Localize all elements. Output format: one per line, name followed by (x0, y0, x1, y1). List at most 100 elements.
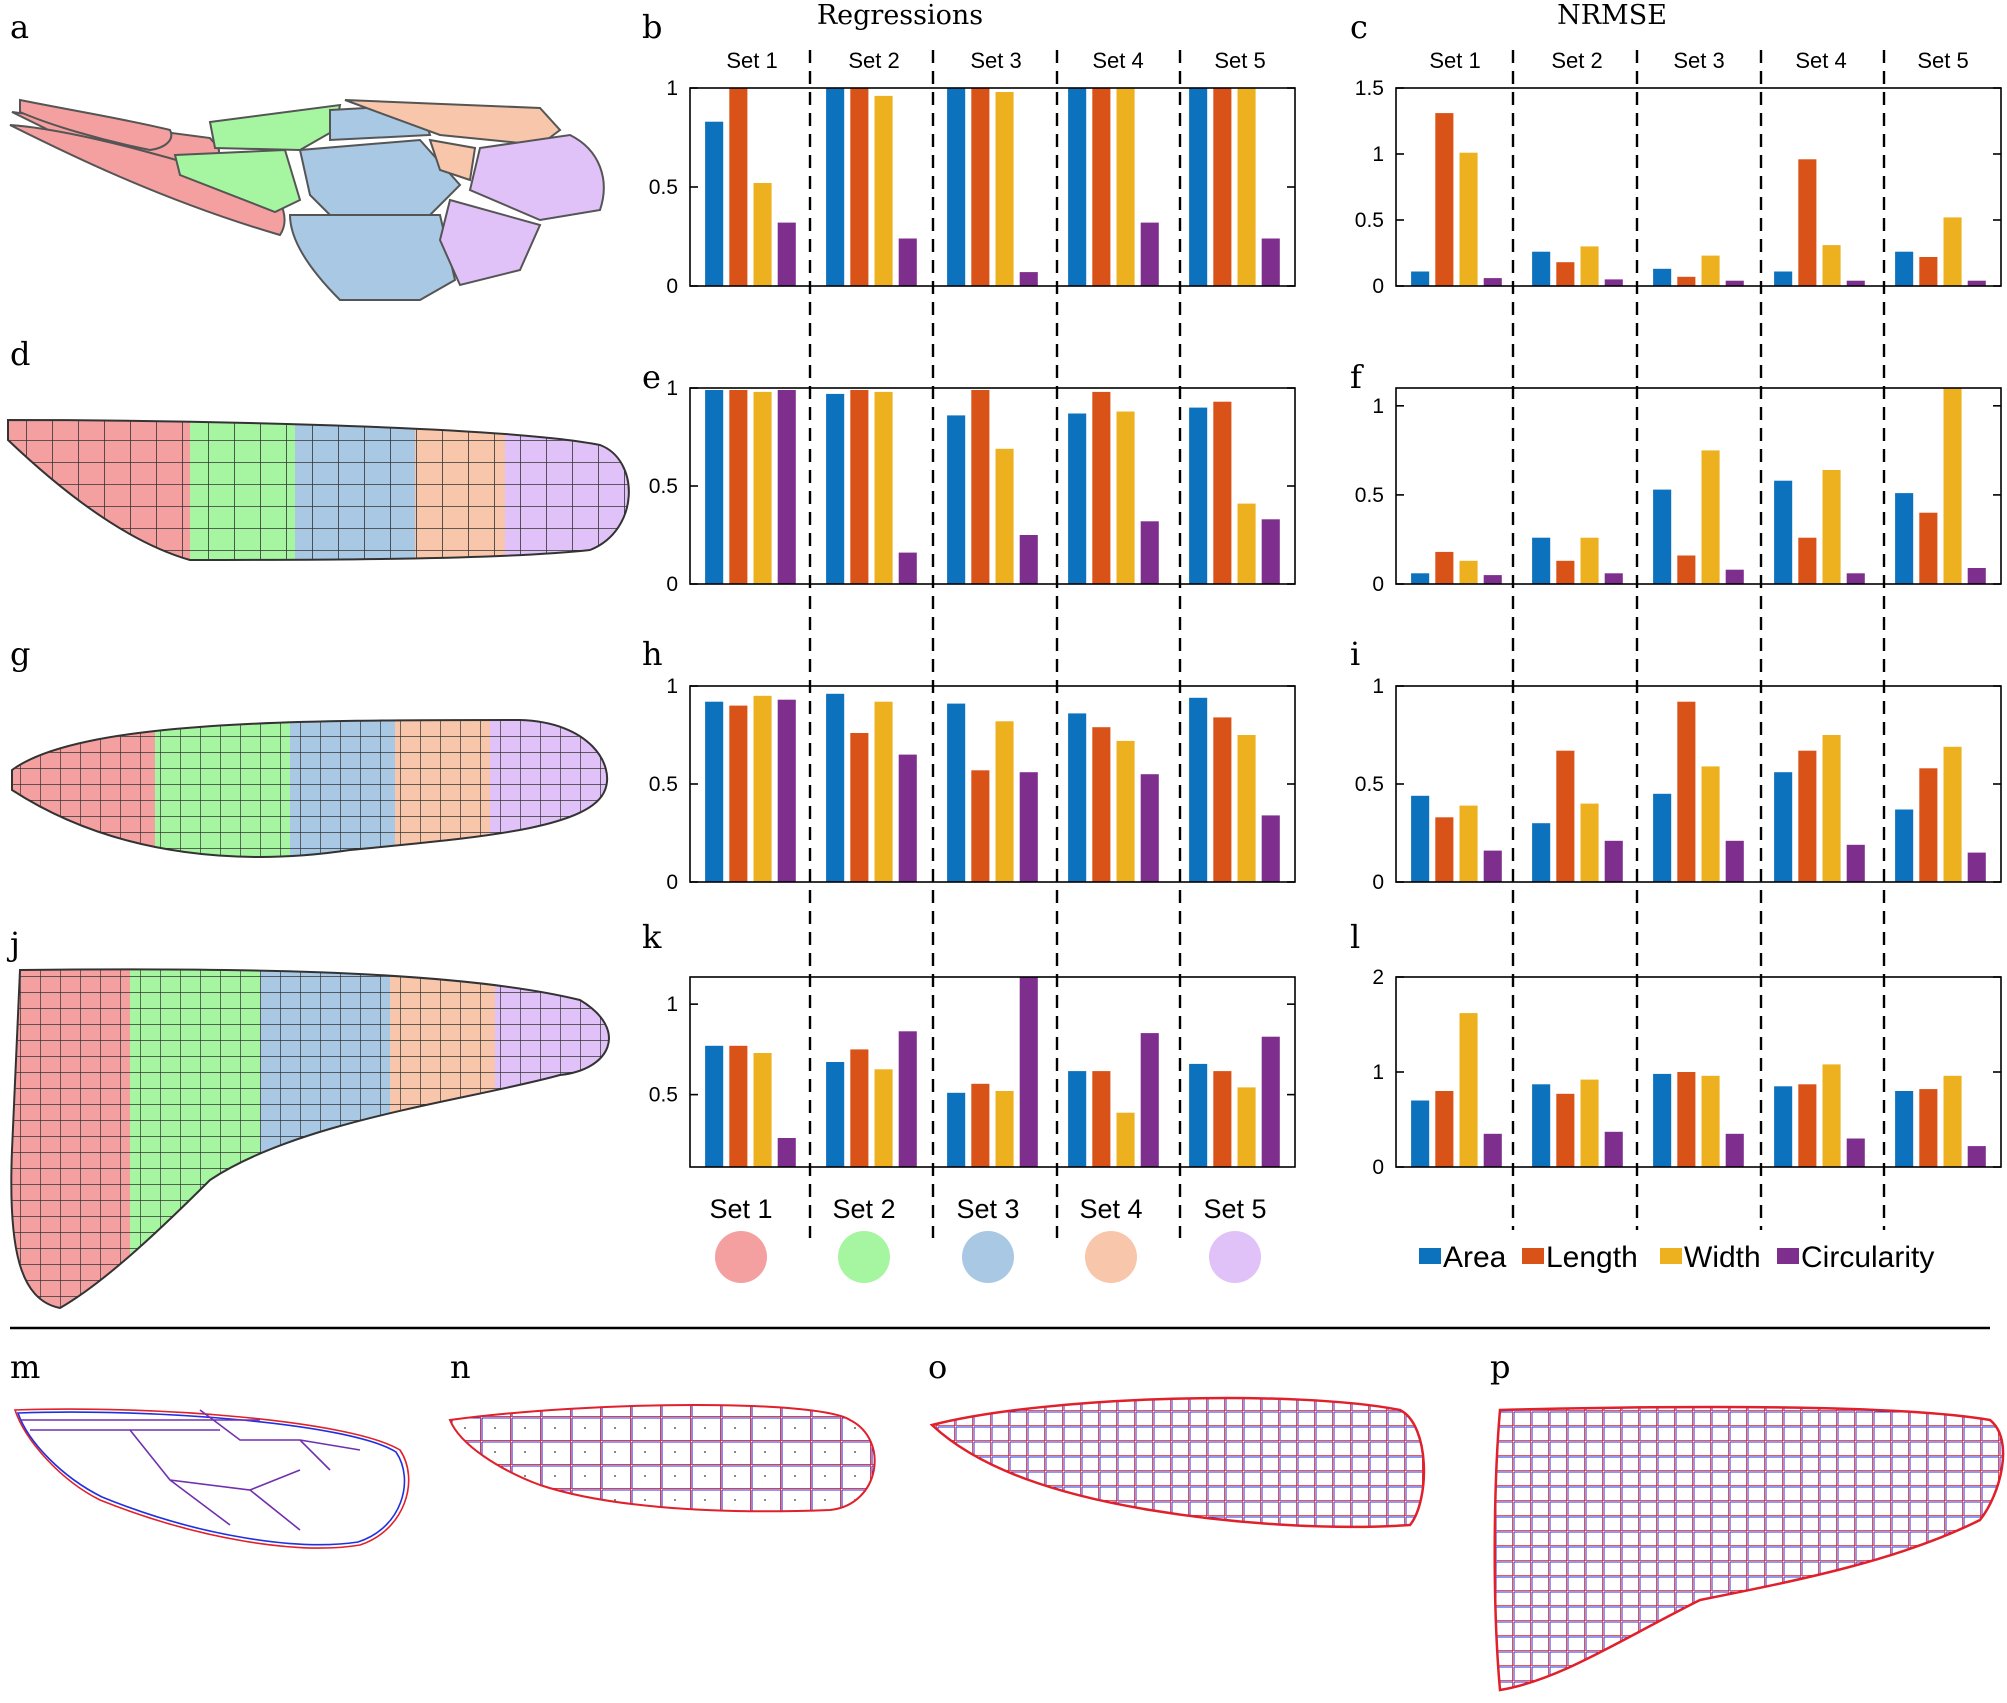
wing-illustration-a (9, 98, 605, 301)
bar-width (753, 1053, 772, 1167)
bar-width (1459, 152, 1478, 286)
bar-area (705, 121, 724, 286)
y-tick-label: 1 (1372, 1061, 1384, 1084)
legend-label-area: Area (1443, 1241, 1507, 1274)
bar-area (705, 701, 724, 882)
set-label-bottom: Set 5 (1203, 1194, 1266, 1224)
wing-outline-g (11, 718, 609, 858)
bar-circularity (1261, 1036, 1280, 1167)
bar-area (1189, 88, 1208, 286)
bar-width (1116, 88, 1135, 286)
panel-letter-g: g (10, 635, 30, 673)
bar-circularity (1261, 238, 1280, 286)
bar-length (729, 88, 748, 286)
bar-width (995, 92, 1014, 286)
bar-width (1822, 470, 1841, 584)
panel-letter-m: m (10, 1348, 40, 1386)
panel-letter-b: b (642, 8, 662, 46)
bar-width (1116, 740, 1135, 882)
mesh-outline-n (448, 1404, 876, 1513)
bar-circularity (777, 1138, 796, 1167)
bar-length (850, 1049, 869, 1167)
bar-width (874, 391, 893, 584)
bar-length (971, 390, 990, 584)
bar-length (1556, 1093, 1575, 1167)
panel-letter-l: l (1350, 918, 1360, 956)
y-tick-label: 1 (1372, 395, 1384, 418)
bar-length (971, 1083, 990, 1167)
plot-frame (1395, 87, 2002, 287)
bar-length (1677, 1072, 1696, 1167)
bar-length (1435, 113, 1454, 286)
bar-area (1068, 413, 1087, 584)
bar-length (1213, 717, 1232, 882)
bar-circularity (1483, 278, 1502, 286)
bar-area (1895, 493, 1914, 584)
bar-circularity (1140, 222, 1159, 286)
wing-illustration-g (12, 720, 608, 857)
panel-letter-c: c (1350, 8, 1368, 46)
set-label-bottom: Set 4 (1079, 1194, 1142, 1224)
y-tick-label: 0.5 (649, 176, 678, 199)
bar-area (705, 390, 724, 584)
bar-width (1116, 411, 1135, 584)
bar-length (850, 733, 869, 882)
set-label-top: Set 3 (970, 48, 1021, 73)
bar-length (1435, 1091, 1454, 1167)
bar-circularity (1967, 280, 1986, 286)
bar-circularity (1019, 535, 1038, 584)
bar-length (1556, 262, 1575, 286)
bar-length (1798, 159, 1817, 286)
bar-circularity (1261, 519, 1280, 584)
panel-letter-p: p (1490, 1348, 1510, 1386)
panel-letter-o: o (928, 1348, 947, 1386)
y-tick-label: 1 (666, 377, 678, 400)
panel-letter-f: f (1350, 358, 1364, 396)
bar-length (971, 770, 990, 882)
regressions-title: Regressions (817, 0, 983, 31)
bar-area (1411, 795, 1430, 882)
bar-circularity (1261, 815, 1280, 882)
y-tick-label: 1 (666, 77, 678, 100)
panel-letter-a: a (10, 8, 29, 46)
set-swatch (715, 1231, 767, 1283)
legend-label-width: Width (1684, 1241, 1761, 1274)
bar-area (1189, 697, 1208, 882)
mesh-outline-o (929, 1396, 1426, 1529)
bar-circularity (898, 552, 917, 584)
bar-width (1237, 1087, 1256, 1167)
panel-letter-h: h (642, 635, 663, 673)
set-label-bottom: Set 2 (832, 1194, 895, 1224)
wing-illustration-j (11, 969, 609, 1308)
bar-width (1459, 805, 1478, 882)
bar-width (874, 1069, 893, 1167)
bar-area (1189, 407, 1208, 584)
bar-length (1213, 88, 1232, 286)
bar-width (753, 695, 772, 882)
bar-circularity (1019, 772, 1038, 882)
wing-outline-d (7, 418, 630, 562)
bar-area (1774, 772, 1793, 882)
y-tick-label: 0.5 (649, 475, 678, 498)
bar-length (1919, 768, 1938, 882)
bar-length (1213, 401, 1232, 584)
bar-width (1459, 560, 1478, 584)
bar-circularity (1483, 1133, 1502, 1168)
panel-letter-k: k (642, 918, 662, 956)
bar-width (874, 701, 893, 882)
bar-length (1092, 727, 1111, 882)
bar-area (826, 88, 845, 286)
legend-swatch-width (1660, 1248, 1682, 1264)
set-label-top: Set 1 (726, 48, 777, 73)
bar-area (1774, 480, 1793, 584)
bar-circularity (1604, 573, 1623, 584)
bar-length (1798, 750, 1817, 882)
bar-area (1532, 537, 1551, 584)
mesh-overlay-o (932, 1398, 1424, 1527)
chart-b: 00.51 (649, 77, 1296, 298)
bar-width (874, 95, 893, 287)
bar-width (1237, 503, 1256, 584)
legend: Area Length Width Circularity (1419, 1241, 1934, 1274)
mesh-overlay-p (1494, 1407, 2004, 1690)
